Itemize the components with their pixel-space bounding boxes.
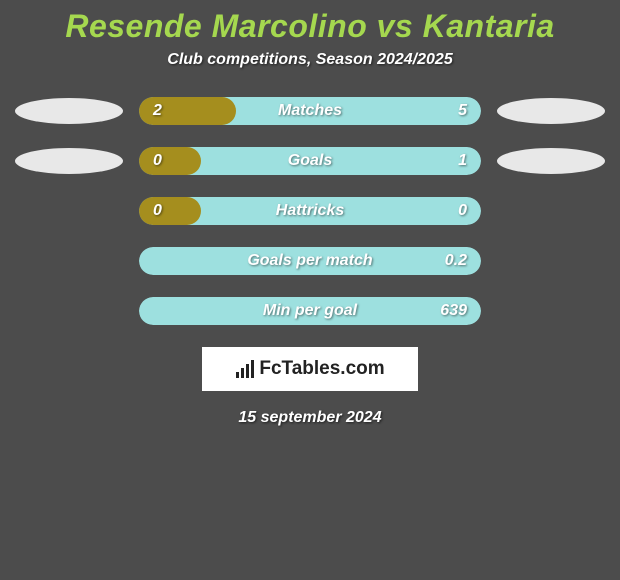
stat-row: 2 Matches 5 [0,97,620,125]
date-text: 15 september 2024 [0,409,620,427]
stats-area: 2 Matches 5 0 Goals 1 0 Hattricks 0 Goals per mat… [0,97,620,325]
stat-label: Goals per match [247,252,372,270]
stat-bar: Min per goal 639 [139,297,481,325]
logo-content: FcTables.com [235,358,384,380]
stat-bar: 0 Goals 1 [139,147,481,175]
stat-label: Matches [278,102,342,120]
stat-value-left: 0 [153,202,162,220]
stat-value-right: 5 [458,102,467,120]
stat-label: Goals [288,152,332,170]
stat-value-right: 0.2 [445,252,467,270]
bar-left-fill [139,147,201,175]
stat-row: 0 Hattricks 0 [0,197,620,225]
stat-value-left: 2 [153,102,162,120]
stat-row: 0 Goals 1 [0,147,620,175]
main-container: Resende Marcolino vs Kantaria Club compe… [0,0,620,427]
stat-value-right: 0 [458,202,467,220]
chart-icon [235,360,255,378]
stat-bar: 2 Matches 5 [139,97,481,125]
team-ellipse-left [15,148,123,174]
stat-bar: 0 Hattricks 0 [139,197,481,225]
stat-bar: Goals per match 0.2 [139,247,481,275]
stat-row: Goals per match 0.2 [0,247,620,275]
stat-value-left: 0 [153,152,162,170]
page-title: Resende Marcolino vs Kantaria [0,0,620,51]
bar-left-fill [139,197,201,225]
stat-label: Hattricks [276,202,344,220]
stat-row: Min per goal 639 [0,297,620,325]
stat-value-right: 639 [440,302,467,320]
stat-label: Min per goal [263,302,357,320]
stat-value-right: 1 [458,152,467,170]
subtitle: Club competitions, Season 2024/2025 [0,51,620,97]
logo-text: FcTables.com [259,358,384,380]
logo-box: FcTables.com [202,347,418,391]
team-ellipse-left [15,98,123,124]
team-ellipse-right [497,98,605,124]
team-ellipse-right [497,148,605,174]
